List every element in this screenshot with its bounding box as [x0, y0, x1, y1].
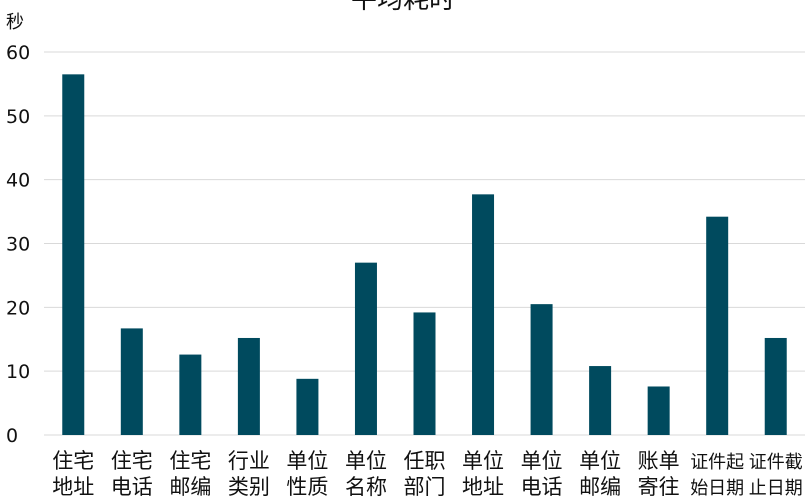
y-axis-unit-label: 秒 — [6, 12, 24, 33]
bar — [530, 304, 553, 435]
bar — [413, 312, 436, 435]
y-tick-label: 30 — [6, 234, 30, 256]
x-category-label: 寄往 — [638, 475, 680, 498]
y-tick-label: 0 — [6, 425, 18, 447]
bar — [296, 378, 319, 435]
x-category-label: 邮编 — [579, 475, 621, 498]
x-category-label: 单位 — [286, 449, 328, 473]
x-category-label: 部门 — [404, 475, 446, 498]
bar — [62, 74, 85, 435]
x-category-label: 性质 — [286, 475, 328, 498]
x-category-label: 名称 — [345, 475, 387, 498]
x-category-label: 住宅 — [111, 449, 153, 473]
bar — [764, 337, 787, 435]
bar — [237, 337, 260, 435]
x-category-label: 行业 — [228, 449, 270, 473]
x-category-label: 住宅 — [52, 449, 94, 473]
x-category-label: 单位 — [462, 449, 504, 473]
bar — [179, 354, 202, 435]
x-category-label: 证件起 — [690, 452, 744, 473]
y-tick-label: 40 — [6, 170, 30, 192]
y-tick-label: 20 — [6, 297, 30, 319]
x-category-label: 始日期 — [690, 478, 744, 498]
x-category-label: 类别 — [228, 475, 270, 498]
x-category-label: 单位 — [521, 449, 563, 473]
x-category-label: 账单 — [638, 449, 680, 473]
y-axis-tick-labels: 0 10 20 30 40 50 60 — [6, 42, 30, 447]
chart-title: 平均耗时 — [351, 0, 455, 15]
x-category-label: 地址 — [462, 475, 504, 498]
x-category-label: 单位 — [345, 449, 387, 473]
gridlines — [44, 51, 805, 436]
x-category-label: 邮编 — [169, 475, 211, 498]
bar — [647, 386, 670, 435]
x-category-label: 住宅 — [169, 449, 211, 473]
bar — [589, 366, 612, 435]
bar — [472, 194, 495, 435]
x-category-label: 电话 — [521, 475, 563, 498]
x-category-label: 任职 — [404, 449, 446, 473]
x-category-label: 地址 — [52, 475, 94, 498]
y-tick-label: 60 — [6, 42, 30, 64]
bars — [62, 74, 787, 435]
bar — [120, 328, 143, 435]
x-category-label: 单位 — [579, 449, 621, 473]
x-category-label: 证件截 — [749, 452, 803, 473]
y-tick-label: 50 — [6, 106, 30, 128]
bar — [354, 262, 377, 435]
bar — [706, 216, 729, 435]
x-category-label: 止日期 — [749, 478, 803, 498]
x-axis-category-labels: 住宅地址住宅电话住宅邮编行业类别单位性质单位名称任职部门单位地址单位电话单位邮编… — [52, 449, 802, 498]
y-tick-label: 10 — [6, 361, 30, 383]
x-category-label: 电话 — [111, 475, 153, 498]
